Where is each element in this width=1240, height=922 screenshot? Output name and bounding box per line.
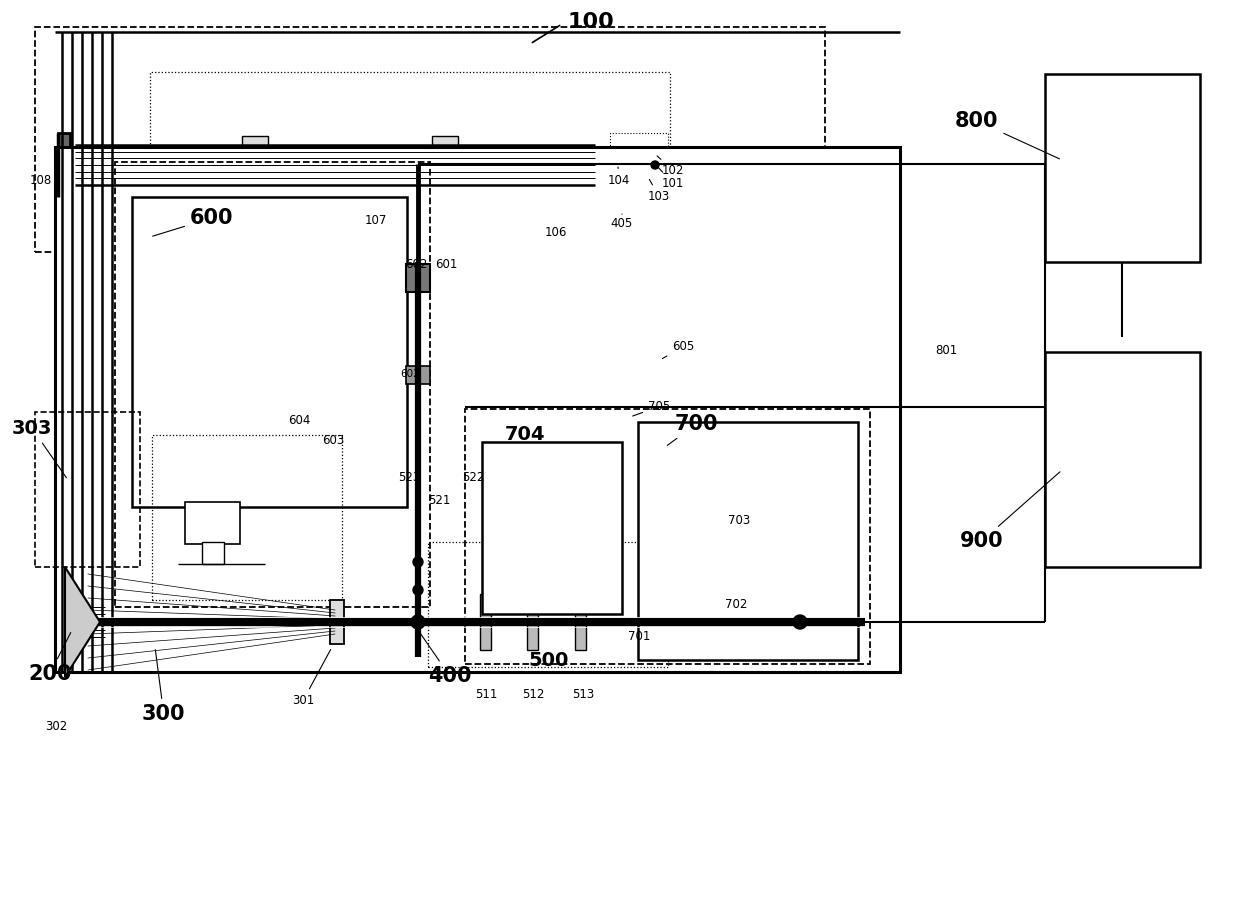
Circle shape bbox=[413, 585, 423, 595]
Text: 900: 900 bbox=[960, 472, 1060, 551]
Circle shape bbox=[794, 615, 807, 629]
Bar bbox=[247, 158, 263, 172]
Text: 200: 200 bbox=[29, 632, 72, 684]
Bar bbox=[480, 594, 491, 650]
Bar bbox=[55, 147, 900, 672]
Text: 500: 500 bbox=[528, 651, 568, 669]
Text: 102: 102 bbox=[657, 156, 684, 177]
Text: 513: 513 bbox=[572, 688, 594, 701]
Bar bbox=[482, 442, 622, 614]
Text: 104: 104 bbox=[608, 167, 630, 187]
Text: 705: 705 bbox=[632, 400, 671, 416]
Text: 100: 100 bbox=[568, 12, 615, 32]
Polygon shape bbox=[64, 567, 100, 677]
Text: 601: 601 bbox=[435, 257, 458, 270]
Text: 101: 101 bbox=[657, 166, 684, 190]
Bar bbox=[436, 158, 453, 172]
Text: 521: 521 bbox=[428, 493, 450, 506]
Text: 605: 605 bbox=[662, 340, 694, 359]
Bar bbox=[185, 502, 241, 544]
Text: 603: 603 bbox=[322, 433, 345, 446]
Circle shape bbox=[413, 617, 423, 627]
Circle shape bbox=[651, 161, 658, 169]
Text: 602: 602 bbox=[405, 257, 428, 270]
Text: 512: 512 bbox=[522, 688, 544, 701]
Bar bbox=[1045, 352, 1200, 567]
Text: 300: 300 bbox=[143, 650, 186, 724]
Text: 108: 108 bbox=[30, 173, 52, 186]
Bar bbox=[150, 72, 670, 227]
Polygon shape bbox=[575, 147, 655, 165]
Bar bbox=[242, 136, 268, 150]
Text: 523: 523 bbox=[398, 470, 420, 483]
Bar bbox=[432, 136, 458, 150]
Text: 703: 703 bbox=[728, 514, 750, 526]
Bar bbox=[330, 600, 343, 644]
Bar bbox=[465, 409, 870, 664]
Text: 511: 511 bbox=[475, 688, 497, 701]
Bar bbox=[432, 180, 458, 194]
Bar bbox=[131, 197, 407, 507]
Bar bbox=[115, 162, 430, 607]
Text: 405: 405 bbox=[610, 214, 632, 230]
Bar bbox=[35, 27, 825, 252]
Bar bbox=[153, 435, 342, 600]
Bar bbox=[574, 594, 585, 650]
Text: 704: 704 bbox=[505, 424, 546, 443]
Text: 301: 301 bbox=[291, 649, 331, 707]
Text: 302: 302 bbox=[45, 720, 67, 734]
Text: 702: 702 bbox=[725, 597, 748, 610]
Bar bbox=[527, 594, 537, 650]
Bar bbox=[405, 366, 430, 384]
Bar bbox=[568, 148, 590, 182]
Text: 303: 303 bbox=[12, 419, 67, 478]
Bar bbox=[202, 542, 224, 564]
Circle shape bbox=[410, 615, 425, 629]
Bar bbox=[639, 422, 858, 660]
Bar bbox=[428, 542, 668, 667]
Text: 103: 103 bbox=[649, 180, 671, 203]
Bar bbox=[405, 264, 430, 292]
Text: 400: 400 bbox=[419, 632, 471, 686]
Bar bbox=[610, 133, 668, 197]
Bar bbox=[35, 412, 140, 567]
Text: 701: 701 bbox=[627, 631, 650, 644]
Text: 600: 600 bbox=[153, 208, 233, 236]
Bar bbox=[242, 180, 268, 194]
Text: 107: 107 bbox=[365, 214, 387, 227]
Text: 106: 106 bbox=[546, 226, 568, 239]
Text: 700: 700 bbox=[667, 414, 718, 445]
Text: 801: 801 bbox=[935, 344, 957, 357]
Circle shape bbox=[413, 557, 423, 567]
Bar bbox=[1045, 74, 1200, 262]
Bar bbox=[58, 133, 69, 197]
Text: 522: 522 bbox=[463, 470, 485, 483]
Text: 602: 602 bbox=[401, 369, 420, 379]
Text: 604: 604 bbox=[288, 413, 310, 427]
Text: 800: 800 bbox=[955, 111, 1059, 159]
Polygon shape bbox=[575, 165, 655, 183]
